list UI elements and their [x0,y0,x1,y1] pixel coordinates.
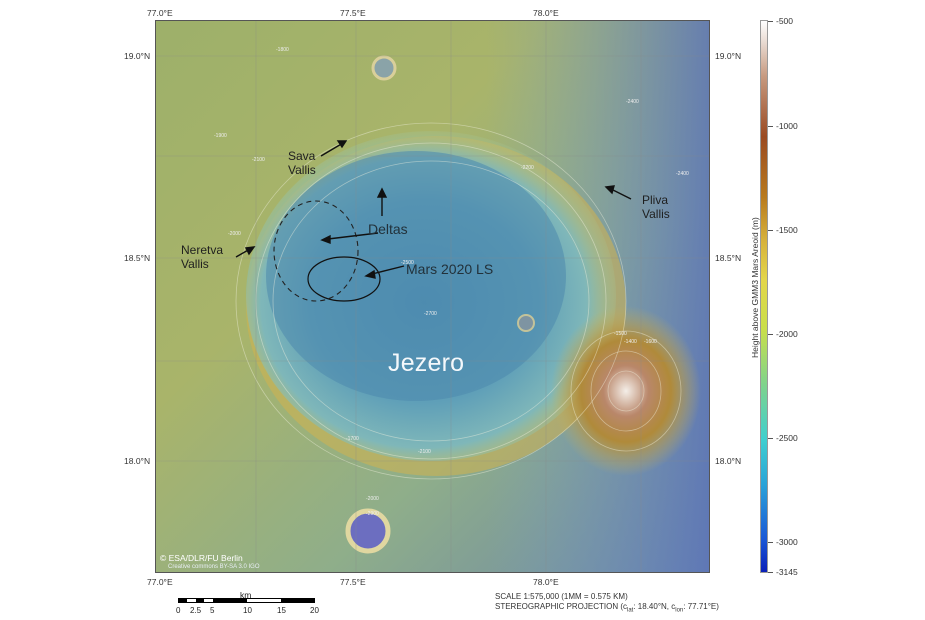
scale-segment [179,599,187,602]
projection-lon-subscript: lon [675,607,684,614]
contour-label: -1800 [276,47,289,53]
scale-text: SCALE 1:575,000 (1MM = 0.575 KM) [495,592,628,601]
scale-segment [281,599,314,602]
projection-text-end: : 77.71°E) [683,602,719,611]
colorbar-tick [768,572,773,573]
contour-label: -2100 [418,449,431,455]
jezero-label: Jezero [388,349,465,377]
contour-label: -2900 [366,511,379,517]
lon-tick-label: 78.0°E [533,577,559,587]
landing-site-label: Mars 2020 LS [406,261,494,277]
lon-tick-label: 78.0°E [533,8,559,18]
contour-label: -1700 [346,436,359,442]
lat-tick-label: 18.0°N [124,456,151,466]
lon-tick-label: 77.0°E [147,577,173,587]
scale-segment [213,599,247,602]
terrain-map [156,21,709,572]
lat-tick-label: 18.0°N [715,456,742,466]
colorbar-label: -2500 [776,433,798,443]
contour-label: -1400 [624,339,637,345]
lon-tick-label: 77.5°E [340,577,366,587]
contour-label: -2400 [626,99,639,105]
colorbar-tick [768,126,773,127]
contour-label: -1600 [644,339,657,345]
lat-tick-label: 19.0°N [715,51,742,61]
contour-label: -2700 [424,311,437,317]
lon-tick-label: 77.5°E [340,8,366,18]
landing-site-ellipse [307,256,381,302]
colorbar-label: -1000 [776,121,798,131]
credit-text: © ESA/DLR/FU Berlin [160,553,243,563]
deltas-label: Deltas [368,221,408,237]
scale-number: 2.5 [190,606,202,615]
sava-vallis-label: Sava Vallis [288,149,316,177]
scale-number: 0 [176,606,181,615]
colorbar-tick [768,438,773,439]
deltas-outline [273,200,359,302]
colorbar-label: -3145 [776,567,798,577]
colorbar-label: -3000 [776,537,798,547]
colorbar-label: -2000 [776,329,798,339]
colorbar-tick [768,230,773,231]
lat-tick-label: 18.5°N [715,253,742,263]
scale-bar [178,598,315,603]
lon-tick-label: 77.0°E [147,8,173,18]
contour-label: -2100 [252,157,265,163]
neretva-vallis-label: Neretva Vallis [181,243,224,271]
contour-label: -2400 [676,171,689,177]
contour-label: -2500 [401,260,414,266]
scale-number: 10 [243,606,252,615]
scale-number: 20 [310,606,319,615]
scale-segment [196,599,204,602]
contour-label: -2000 [366,496,379,502]
projection-lat-subscript: lat [627,607,634,614]
scale-number: 15 [277,606,286,615]
colorbar-tick [768,542,773,543]
pliva-vallis-label: Pliva Vallis [642,193,670,221]
colorbar-tick [768,21,773,22]
lat-tick-label: 18.5°N [124,253,151,263]
scale-unit: km [240,590,252,600]
colorbar-label: -500 [776,16,794,26]
colorbar-title: Height above GMM3 Mars Areoid (m) [750,217,760,358]
lat-tick-label: 19.0°N [124,51,151,61]
contour-label: -1900 [214,133,227,139]
map-panel[interactable]: -1800 -1900 -2000 -2100 -2200 -2400 -250… [155,20,710,573]
projection-text: STEREOGRAPHIC PROJECTION (clat: 18.40°N,… [495,602,719,614]
projection-text-start: STEREOGRAPHIC PROJECTION (c [495,602,628,611]
projection-text-mid: : 18.40°N, c [633,602,676,611]
scale-number: 5 [210,606,215,615]
contour-label: -2200 [521,165,534,171]
contour-label: -2000 [228,231,241,237]
contour-label: -1500 [614,331,627,337]
colorbar-label: -1500 [776,225,798,235]
colorbar-tick [768,334,773,335]
elevation-colorbar [760,20,768,573]
license-text: Creative commons BY-SA 3.0 IGO [168,564,260,570]
